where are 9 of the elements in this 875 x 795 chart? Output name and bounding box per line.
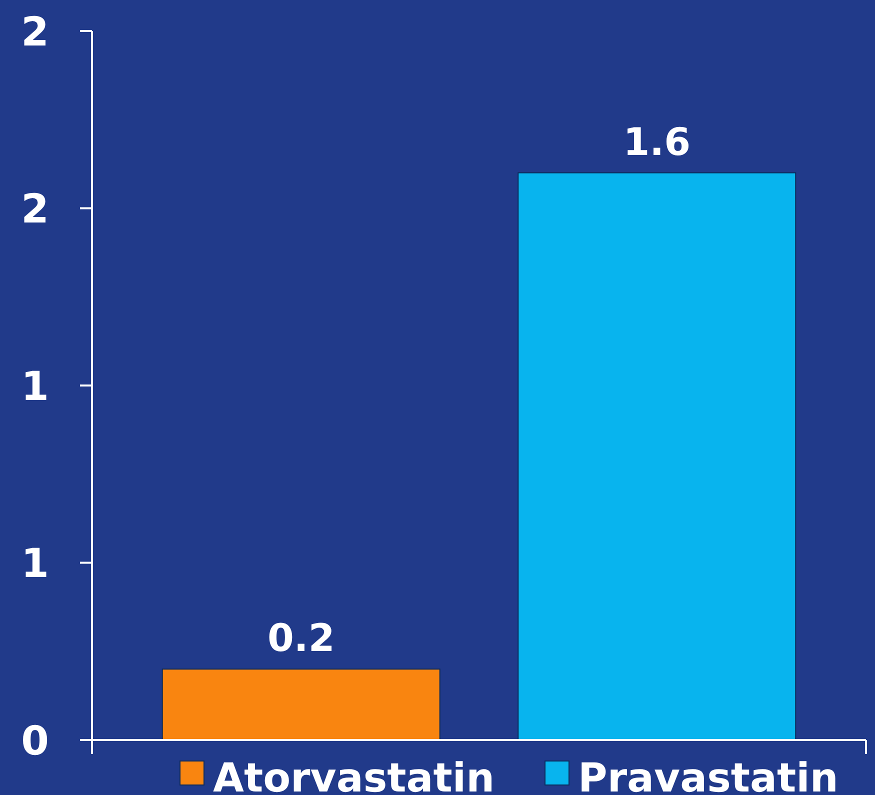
y-tick-label: 1 bbox=[21, 541, 49, 588]
y-tick-label: 2 bbox=[21, 9, 49, 56]
legend-label: Pravastatin bbox=[578, 755, 838, 795]
y-tick-label: 0 bbox=[21, 718, 49, 764]
data-label: 1.6 bbox=[623, 120, 691, 164]
y-tick-label: 2 bbox=[21, 186, 49, 233]
data-label: 0.2 bbox=[267, 616, 335, 660]
legend-label: Atorvastatin bbox=[213, 755, 495, 795]
y-tick-label: 1 bbox=[21, 364, 49, 410]
